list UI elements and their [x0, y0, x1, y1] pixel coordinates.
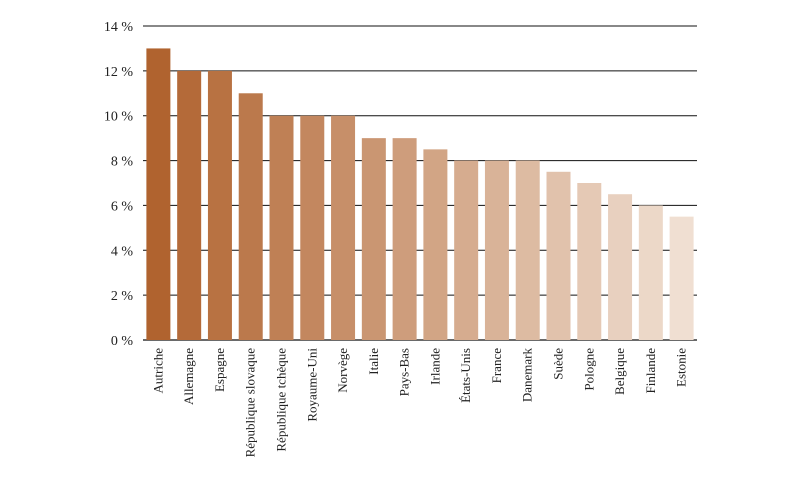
x-tick-label: Pays-Bas — [397, 348, 412, 396]
x-axis-ticks: Autriche Allemagne Espagne République slova… — [150, 348, 688, 458]
x-tick-label: France — [489, 348, 504, 384]
bar — [454, 160, 479, 340]
bar — [361, 138, 386, 340]
x-tick-label: Danemark — [520, 348, 535, 403]
y-tick-label: 0 % — [111, 334, 134, 349]
x-tick-label: Espagne — [212, 348, 227, 392]
x-tick-label: Suède — [551, 348, 566, 380]
x-tick-label: Belgique — [612, 348, 627, 395]
x-tick-label: États-Unis — [458, 348, 473, 403]
x-tick-label: Italie — [366, 348, 381, 375]
bar — [392, 138, 417, 340]
x-tick-label: Norvège — [335, 348, 350, 393]
bar — [300, 115, 325, 340]
bar — [515, 160, 540, 340]
x-tick-label: République slovaque — [243, 348, 258, 458]
bar — [546, 171, 571, 340]
bar — [577, 183, 602, 340]
x-tick-label: Irlande — [427, 348, 442, 385]
bar — [484, 160, 509, 340]
x-tick-label: Estonie — [674, 348, 689, 387]
y-tick-label: 8 % — [111, 155, 134, 170]
x-tick-label: Allemagne — [181, 348, 196, 405]
y-tick-label: 4 % — [111, 244, 134, 259]
bar — [238, 93, 263, 341]
bar — [638, 205, 663, 340]
bar — [669, 216, 694, 340]
bar — [207, 70, 232, 340]
bar — [177, 70, 202, 340]
x-tick-label: Royaume-Uni — [304, 348, 319, 422]
bar — [269, 115, 294, 340]
y-tick-label: 14 % — [104, 20, 134, 35]
x-tick-label: Finlande — [643, 348, 658, 394]
y-tick-label: 2 % — [111, 289, 134, 304]
y-tick-label: 12 % — [104, 65, 134, 80]
bar — [331, 115, 356, 340]
x-tick-label: Pologne — [581, 348, 596, 391]
x-tick-label: Autriche — [150, 348, 165, 394]
y-tick-label: 10 % — [104, 110, 134, 125]
gridlines — [143, 25, 697, 341]
bar — [423, 149, 448, 340]
bar — [608, 194, 633, 340]
y-tick-label: 6 % — [111, 199, 134, 214]
x-tick-label: République tchèque — [274, 348, 289, 452]
bars — [146, 48, 694, 341]
y-axis-ticks: 0 % 2 % 4 % 6 % 8 % 10 % 12 % 14 % — [104, 20, 134, 349]
bar — [146, 48, 171, 341]
